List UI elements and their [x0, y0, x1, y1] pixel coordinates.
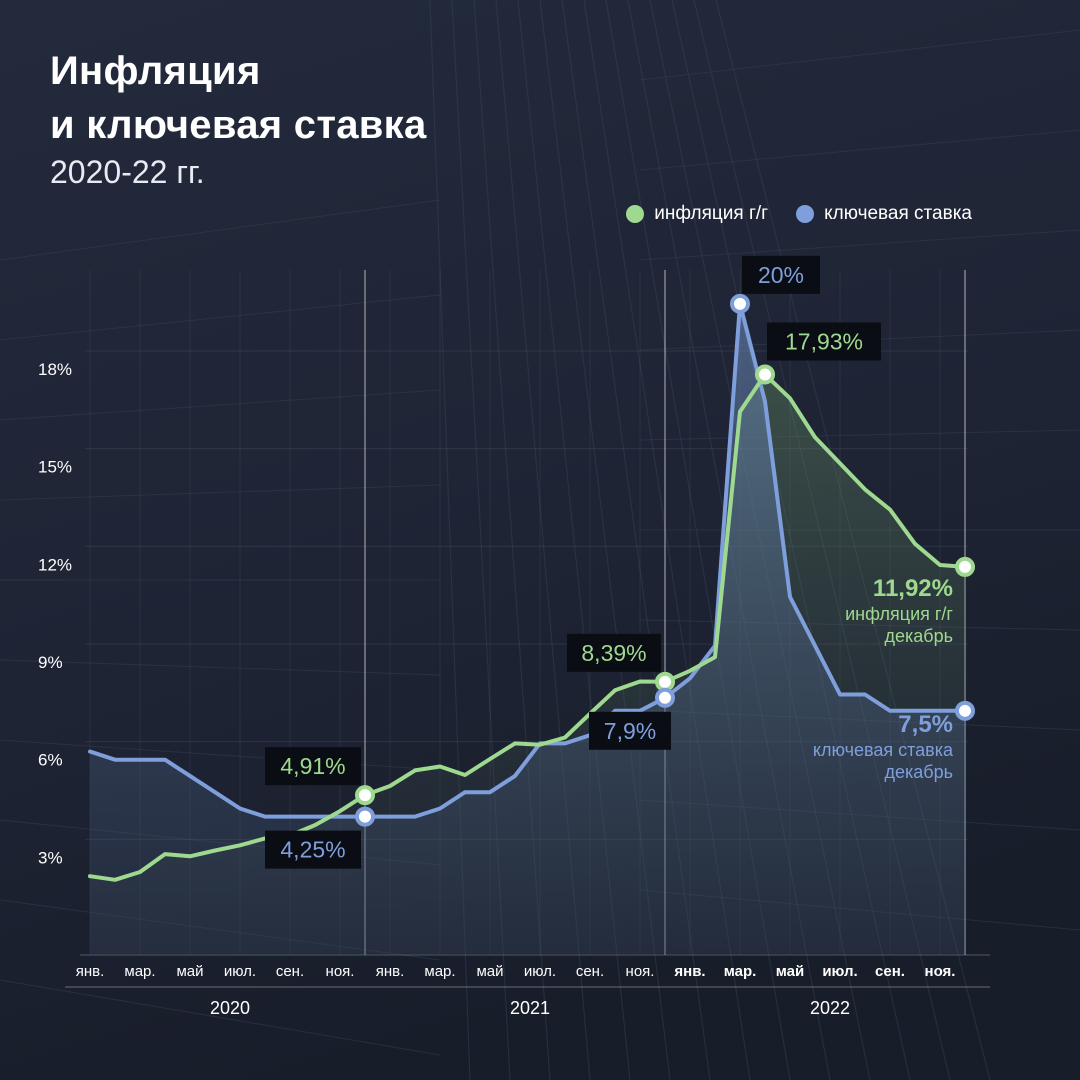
- legend-label-inflation: инфляция г/г: [654, 203, 769, 224]
- legend-item-key-rate: ключевая ставка: [796, 203, 972, 225]
- data-point-inflation: [355, 785, 375, 806]
- y-tick-label: 18%: [38, 360, 72, 379]
- chart-subtitle: 2020-22 гг.: [50, 154, 205, 190]
- y-tick-label: 3%: [38, 848, 63, 867]
- legend-dot-inflation: [626, 205, 645, 223]
- x-tick-label: янв.: [674, 963, 705, 980]
- y-tick-label: 15%: [38, 458, 72, 477]
- callout-inflation: 4,91%: [265, 747, 361, 786]
- callout-label: 8,39%: [581, 640, 646, 666]
- data-point-inflation: [655, 671, 675, 692]
- end-label-series: ключевая ставка: [813, 740, 954, 760]
- callout-box: [265, 747, 361, 786]
- x-tick-label: май: [176, 963, 203, 980]
- data-point-key-rate: [955, 700, 975, 721]
- x-tick-label: май: [776, 963, 804, 980]
- deco-line: [639, 129, 1080, 171]
- deco-line: [0, 389, 441, 421]
- legend: инфляция г/г ключевая ставка: [626, 203, 972, 225]
- legend-dot-key-rate: [796, 205, 815, 223]
- callout-inflation: 17,93%: [767, 322, 881, 361]
- y-tick-label: 9%: [38, 653, 63, 672]
- callout-box: [767, 322, 881, 361]
- data-point-inflation: [955, 556, 975, 577]
- x-tick-label: май: [476, 963, 503, 980]
- callout-box: [589, 711, 671, 750]
- x-tick-label: сен.: [576, 963, 604, 980]
- deco-line: [0, 739, 441, 771]
- callout-key-rate: 7,9%: [589, 711, 671, 750]
- series-line-inflation: [88, 372, 967, 882]
- x-tick-label: ноя.: [925, 963, 956, 980]
- callout-label: 4,25%: [280, 837, 345, 863]
- axis: 3% 6% 9% 12% 15% 18% янв. мар. май июл. сен. ноя. ян…: [38, 360, 990, 1018]
- deco-line: [639, 229, 1080, 261]
- x-tick-label: июл.: [822, 963, 857, 980]
- callout-label: 17,93%: [785, 328, 863, 354]
- callout-label: 4,91%: [280, 753, 345, 779]
- callout-box: [265, 830, 361, 869]
- legend-label-key-rate: ключевая ставка: [824, 203, 972, 224]
- x-tick-label: янв.: [76, 963, 105, 980]
- end-label-series: инфляция г/г: [845, 604, 953, 624]
- deco-line: [0, 484, 441, 501]
- y-tick-label: 12%: [38, 555, 72, 574]
- areas: [90, 303, 965, 955]
- callout-key-rate: 4,25%: [265, 830, 361, 869]
- chart-title-line-2: и ключевая ставка: [50, 103, 427, 147]
- callout-label: 7,9%: [604, 718, 656, 744]
- series-line-key-rate: [88, 301, 967, 819]
- chart-title-line-1: Инфляция: [50, 49, 261, 93]
- callout-box: [567, 633, 661, 672]
- data-point-key-rate: [355, 806, 375, 827]
- deco-line: [0, 294, 441, 341]
- deco-line: [0, 199, 441, 261]
- deco-line: [639, 429, 1080, 441]
- x-tick-label: июл.: [224, 963, 256, 980]
- deco-line: [0, 659, 441, 676]
- end-label-month: декабрь: [885, 626, 954, 646]
- end-label-month: декабрь: [885, 762, 954, 782]
- legend-item-inflation: инфляция г/г: [626, 203, 768, 225]
- x-tick-label: июл.: [524, 963, 556, 980]
- end-label-value: 7,5%: [898, 711, 953, 738]
- deco-line: [639, 29, 1080, 81]
- x-tick-label: сен.: [875, 963, 905, 980]
- callout-label: 20%: [758, 262, 804, 288]
- end-label-value: 11,92%: [873, 575, 953, 602]
- deco-line: [0, 979, 441, 1056]
- data-point-inflation: [755, 364, 775, 385]
- title-block: Инфляция и ключевая ставка 2020-22 гг.: [50, 44, 427, 192]
- year-label: 2021: [510, 998, 550, 1018]
- x-tick-label: мар.: [424, 963, 455, 980]
- callouts: 4,91% 4,25% 8,39% 7,9% 20% 17,93%: [265, 255, 881, 869]
- year-label: 2020: [210, 998, 250, 1018]
- year-label: 2022: [810, 998, 850, 1018]
- callout-box: [742, 255, 820, 294]
- y-tick-label: 6%: [38, 751, 63, 770]
- callout-inflation: 8,39%: [567, 633, 661, 672]
- lines: [88, 301, 967, 882]
- data-point-key-rate: [730, 293, 750, 314]
- data-point-key-rate: [655, 687, 675, 708]
- callout-key-rate: 20%: [742, 255, 820, 294]
- x-tick-label: ноя.: [626, 963, 655, 980]
- x-tick-label: ноя.: [326, 963, 355, 980]
- x-tick-label: мар.: [724, 963, 757, 980]
- x-tick-label: сен.: [276, 963, 304, 980]
- area-key-rate: [90, 303, 965, 955]
- x-tick-label: янв.: [376, 963, 405, 980]
- points: [355, 293, 975, 827]
- x-tick-label: мар.: [124, 963, 155, 980]
